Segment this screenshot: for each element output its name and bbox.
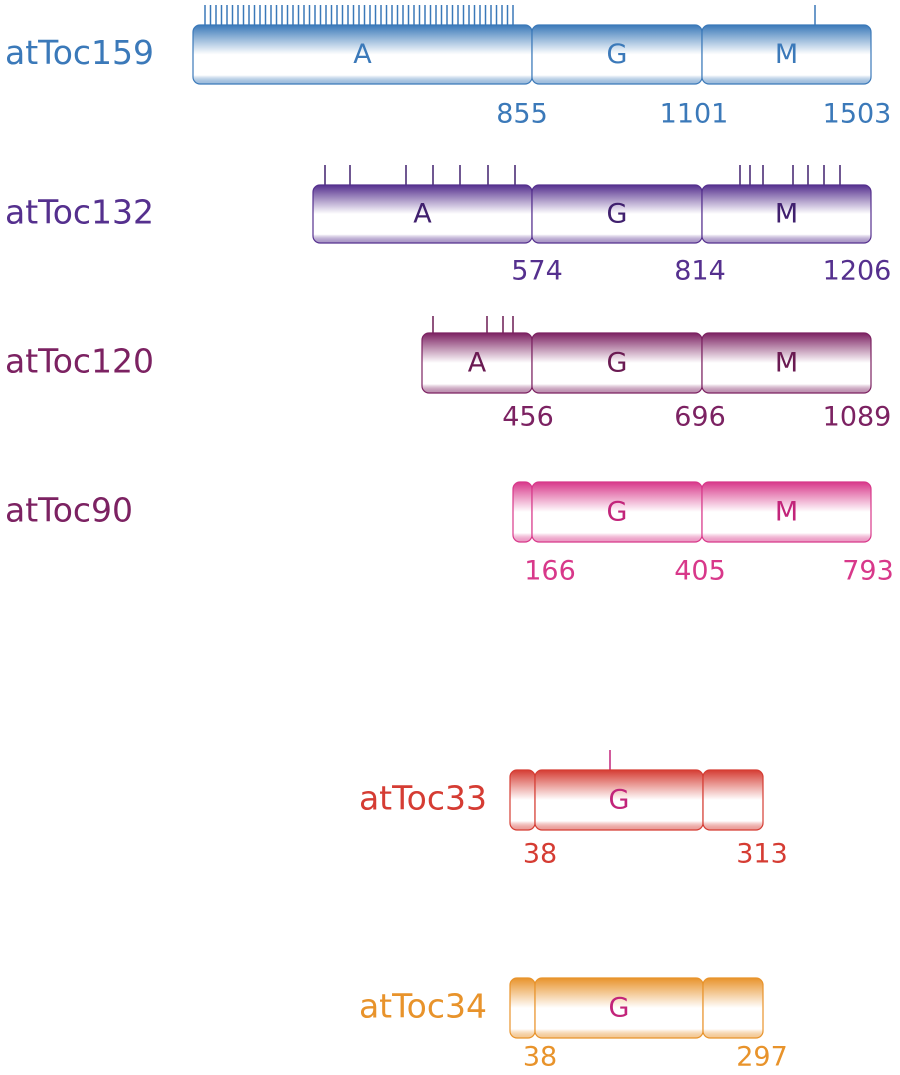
position-label: 297 [736, 1042, 788, 1073]
position-label: 793 [842, 556, 894, 587]
protein-name: atToc34 [359, 987, 487, 1026]
position-label: 1503 [823, 99, 892, 130]
position-label: 574 [511, 256, 563, 287]
domain-label: G [607, 497, 628, 528]
domain-label: M [775, 199, 798, 230]
domain-label: G [607, 348, 628, 379]
protein-name: atToc90 [5, 491, 133, 530]
domain-label: G [609, 785, 630, 816]
protein-row: atToc120 A G M 456 696 1089 [5, 316, 891, 433]
position-label: 166 [524, 556, 576, 587]
domain-box [512, 481, 533, 543]
protein-row: atToc90 G M 166 405 793 [5, 481, 894, 587]
domain-label: A [468, 348, 487, 379]
protein-name: atToc159 [5, 33, 154, 72]
protein-row: atToc33 G 38 313 [359, 750, 788, 870]
domain-label: G [609, 993, 630, 1024]
position-label: 38 [523, 839, 557, 870]
domain-label: G [607, 199, 628, 230]
position-label: 405 [674, 556, 726, 587]
domain-box [702, 977, 764, 1039]
domain-label: G [607, 39, 628, 70]
domain-box [509, 769, 536, 831]
position-label: 696 [674, 402, 726, 433]
domain-label: M [775, 39, 798, 70]
position-label: 814 [674, 256, 726, 287]
domain-label: M [775, 497, 798, 528]
protein-name: atToc132 [5, 193, 154, 232]
protein-row: atToc159 A G M 855 1101 1503 [5, 5, 891, 130]
domain-box [509, 977, 536, 1039]
domain-label: M [775, 348, 798, 379]
domain-box [701, 184, 872, 244]
protein-row: atToc132 A G M 574 814 1206 [5, 165, 891, 287]
protein-name: atToc120 [5, 342, 154, 381]
position-label: 855 [496, 99, 548, 130]
domain-label: A [353, 39, 372, 70]
protein-row: atToc34 G 38 297 [359, 977, 788, 1073]
domain-box [701, 24, 872, 85]
position-label: 38 [523, 1042, 557, 1073]
position-label: 1206 [823, 256, 892, 287]
domain-label: A [413, 199, 432, 230]
domain-box [702, 769, 764, 831]
domain-box [701, 481, 872, 543]
position-label: 1089 [823, 402, 892, 433]
position-label: 456 [502, 402, 554, 433]
domain-box [701, 332, 872, 394]
position-label: 313 [736, 839, 788, 870]
protein-name: atToc33 [359, 779, 487, 818]
position-label: 1101 [660, 99, 729, 130]
